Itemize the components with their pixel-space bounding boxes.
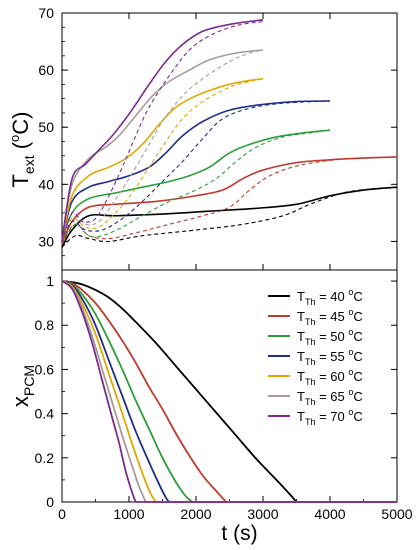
legend-label-3: TTh = 50 oC	[297, 327, 363, 347]
legend-sub: Th	[305, 297, 316, 307]
bottom-y-label-sub: PCM	[21, 365, 37, 396]
bottom-x-tick-label: 4000	[314, 506, 345, 522]
legend-value: = 55	[315, 349, 348, 364]
top-y-label-sub: ext	[21, 155, 37, 174]
bottom-x-axis-label: t (s)	[221, 522, 257, 545]
legend-value: = 65	[315, 389, 348, 404]
bottom-y-tick-label: 0.6	[35, 361, 55, 377]
bottom-x-tick-label: 0	[58, 506, 66, 522]
bottom-y-label-main: x	[8, 396, 33, 407]
legend-main: T	[297, 349, 305, 364]
bottom-y-tick-label: 0.4	[35, 406, 55, 422]
legend-sub: Th	[305, 337, 316, 347]
legend-value: = 60	[315, 369, 348, 384]
top-series-7-solid-line	[61, 19, 264, 242]
legend-unit: C	[353, 389, 362, 404]
bottom-series-3-line	[61, 280, 194, 503]
legend-label-2: TTh = 45 oC	[297, 307, 363, 327]
bottom-series-1-line	[61, 280, 298, 503]
legend-degree: o	[348, 387, 353, 397]
legend-degree: o	[348, 327, 353, 337]
legend-main: T	[297, 329, 305, 344]
bottom-y-tick-label: 0.8	[35, 317, 55, 333]
top-y-tick-label: 70	[38, 5, 54, 21]
top-series-7-dashed-line	[61, 21, 264, 242]
legend-degree: o	[348, 367, 353, 377]
top-y-label-unit-open: (	[8, 141, 33, 155]
legend-degree: o	[348, 347, 353, 357]
bottom-panel-x-pcm: 0 0.2 0.4 0.6 0.8 1 0 1000 2000 3000 4000 5000 t (s)…	[8, 269, 413, 545]
bottom-y-tick-label: 0	[46, 494, 54, 510]
legend-value: = 70	[315, 409, 348, 424]
top-y-label-main: T	[8, 174, 33, 187]
top-y-label-unit-close: C)	[8, 111, 33, 134]
top-series-4-solid-line	[61, 100, 331, 242]
bottom-x-tick-label: 3000	[247, 506, 278, 522]
bottom-y-axis-label: xPCM	[8, 365, 37, 407]
top-series-6-solid-line	[61, 49, 264, 242]
legend-sub: Th	[305, 397, 316, 407]
legend-sub: Th	[305, 357, 316, 367]
legend-main: T	[297, 289, 305, 304]
legend-unit: C	[353, 349, 362, 364]
bottom-series-2-line	[61, 280, 227, 503]
legend-degree: o	[348, 407, 353, 417]
top-series-3-solid-line	[61, 129, 331, 242]
top-series-6-dashed-line	[61, 49, 264, 242]
top-series-5-solid-line	[61, 77, 264, 242]
bottom-x-tick-label: 2000	[180, 506, 211, 522]
legend-value: = 50	[315, 329, 348, 344]
legend-label-4: TTh = 55 oC	[297, 347, 363, 367]
top-y-tick-label: 50	[38, 119, 54, 135]
legend-main: T	[297, 309, 305, 324]
legend-unit: C	[353, 329, 362, 344]
top-series-2-dashed-line	[61, 156, 398, 245]
bottom-x-tick-label: 1000	[113, 506, 144, 522]
top-y-tick-label: 40	[38, 176, 54, 192]
legend-main: T	[297, 389, 305, 404]
bottom-series-5-line	[61, 280, 157, 503]
top-series-4-dashed-line	[61, 100, 331, 242]
legend-unit: C	[353, 309, 362, 324]
top-panel-text-ext: 30 40 50 60 70 Text (oC)	[7, 5, 398, 271]
legend-sub: Th	[305, 417, 316, 427]
legend-sub: Th	[305, 377, 316, 387]
bottom-series-6-line	[61, 280, 147, 503]
top-series-1-solid-line	[61, 186, 398, 248]
legend-label-7: TTh = 70 oC	[297, 407, 363, 427]
legend-value: = 45	[315, 309, 348, 324]
legend-degree: o	[348, 287, 353, 297]
legend-value: = 40	[315, 289, 348, 304]
bottom-y-tick-label: 1	[46, 273, 54, 289]
bottom-series-4-line	[61, 280, 170, 503]
bottom-series-7-line	[61, 280, 137, 503]
top-y-tick-label: 30	[38, 233, 54, 249]
legend-sub: Th	[305, 317, 316, 327]
bottom-x-tick-label: 5000	[381, 506, 412, 522]
legend-unit: C	[353, 369, 362, 384]
legend-main: T	[297, 409, 305, 424]
x-label-unit: (s)	[227, 522, 257, 545]
legend-degree: o	[348, 307, 353, 317]
top-y-tick-label: 60	[38, 62, 54, 78]
legend-unit: C	[353, 289, 362, 304]
bottom-y-tick-label: 0.2	[35, 450, 55, 466]
legend-label-6: TTh = 65 oC	[297, 387, 363, 407]
legend-label-5: TTh = 60 oC	[297, 367, 363, 387]
legend-main: T	[297, 369, 305, 384]
legend-label-1: TTh = 40 oC	[297, 287, 363, 307]
x-label-main: t	[221, 522, 227, 545]
top-series-5-dashed-line	[61, 78, 264, 242]
top-y-axis-label: Text (oC)	[7, 111, 37, 187]
top-series-2-solid-line	[61, 156, 398, 245]
top-y-label-unit-degree: o	[7, 135, 22, 142]
legend-unit: C	[353, 409, 362, 424]
